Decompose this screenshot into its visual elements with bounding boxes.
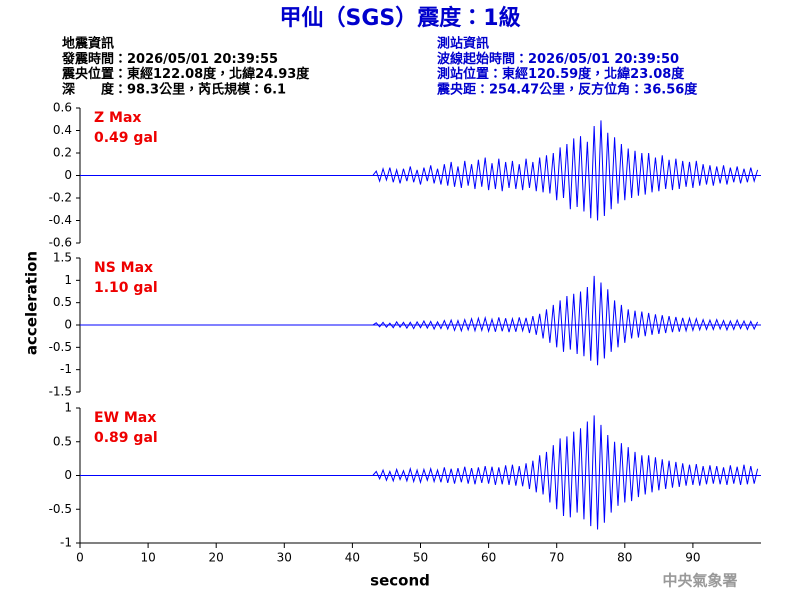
x-tick-label: 20 <box>209 551 224 565</box>
station-info: 測站資訊 <box>437 36 489 52</box>
event-info: 深 度：98.3公里，芮氏規模：6.1 <box>62 81 286 97</box>
channel-label: Z Max <box>94 110 141 126</box>
max-label: 0.89 gal <box>94 430 158 446</box>
y-tick-label: 0.6 <box>53 101 72 115</box>
max-label: 1.10 gal <box>94 280 158 296</box>
y-tick-label: -1.5 <box>49 385 72 399</box>
event-info: 發震時間：2026/05/01 20:39:55 <box>61 51 278 67</box>
y-tick-label: 0.2 <box>53 146 72 160</box>
waveform <box>80 275 759 366</box>
station-info: 波線起始時間：2026/05/01 20:39:50 <box>437 51 679 67</box>
y-tick-label: -0.2 <box>49 191 72 205</box>
waveform <box>80 120 759 221</box>
y-tick-label: -0.5 <box>49 502 72 516</box>
x-tick-label: 90 <box>685 551 700 565</box>
x-tick-label: 80 <box>617 551 632 565</box>
x-tick-label: 10 <box>140 551 155 565</box>
channel-label: NS Max <box>94 260 153 276</box>
x-tick-label: 60 <box>481 551 496 565</box>
x-tick-label: 30 <box>277 551 292 565</box>
station-info: 震央距：254.47公里，反方位角：36.56度 <box>436 81 698 97</box>
y-tick-label: 0.5 <box>53 434 72 448</box>
y-tick-label: 0.4 <box>53 123 72 137</box>
y-tick-label: -0.4 <box>49 213 72 227</box>
footer: 中央氣象署 <box>662 572 737 590</box>
x-tick-label: 40 <box>345 551 360 565</box>
x-tick-label: 0 <box>76 551 84 565</box>
y-tick-label: -0.6 <box>49 236 72 250</box>
x-tick-label: 70 <box>549 551 564 565</box>
y-tick-label: 0 <box>64 318 72 332</box>
y-tick-label: 0.5 <box>53 295 72 309</box>
y-tick-label: 0 <box>64 468 72 482</box>
title: 甲仙（SGS）震度：1級 <box>279 5 520 31</box>
event-info: 震央位置：東經122.08度，北緯24.93度 <box>61 66 310 82</box>
waveform <box>80 415 759 530</box>
event-info: 地震資訊 <box>62 36 114 52</box>
station-info: 測站位置：東經120.59度，北緯23.08度 <box>437 66 685 82</box>
y-tick-label: 1 <box>64 401 72 415</box>
y-axis-label: acceleration <box>23 251 41 355</box>
y-tick-label: -0.5 <box>49 340 72 354</box>
y-tick-label: 1 <box>64 273 72 287</box>
max-label: 0.49 gal <box>94 130 158 146</box>
y-tick-label: 1.5 <box>53 251 72 265</box>
y-tick-label: -1 <box>60 362 72 376</box>
x-axis-label: second <box>370 572 430 590</box>
y-tick-label: 0 <box>64 168 72 182</box>
y-tick-label: -1 <box>60 536 72 550</box>
channel-label: EW Max <box>94 410 156 426</box>
x-tick-label: 50 <box>413 551 428 565</box>
